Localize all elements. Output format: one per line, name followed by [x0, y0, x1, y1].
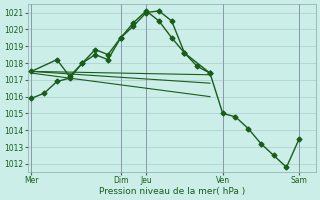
- X-axis label: Pression niveau de la mer( hPa ): Pression niveau de la mer( hPa ): [99, 187, 245, 196]
